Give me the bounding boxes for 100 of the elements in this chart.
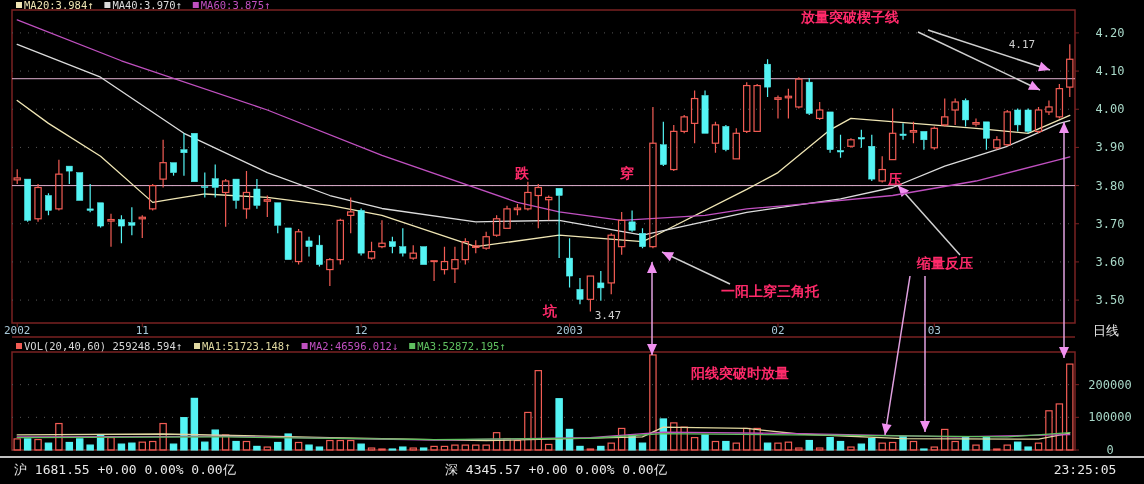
- x-tick-label: 2002: [3, 324, 31, 337]
- bar: [1034, 442, 1043, 451]
- bar: [399, 446, 407, 451]
- text: 沪 1681.55 +0.00 0.00% 0.00亿: [14, 462, 236, 477]
- bar: [513, 439, 522, 451]
- candlestick: [180, 132, 188, 177]
- bar: [909, 440, 918, 451]
- candlestick: [326, 257, 334, 287]
- bar: [701, 434, 709, 451]
- bar: [836, 440, 845, 451]
- bar: [253, 445, 261, 451]
- y-tick-label: 200000: [1088, 377, 1132, 392]
- bar: [930, 446, 939, 451]
- bar: [34, 438, 42, 451]
- x-tick-label: 12: [354, 324, 368, 337]
- bar: [409, 447, 417, 451]
- candlestick: [690, 89, 699, 144]
- bar: [357, 443, 365, 451]
- bar: [524, 411, 532, 451]
- annotation: 一阳上穿三角托: [721, 283, 820, 299]
- bar: [534, 370, 543, 451]
- candlestick: [305, 236, 313, 258]
- bar: [607, 442, 615, 451]
- candlestick: [221, 178, 230, 228]
- bar: [1066, 363, 1074, 451]
- candlestick: [440, 246, 449, 276]
- bar: [451, 444, 459, 451]
- bar: [711, 440, 720, 451]
- bar: [461, 444, 470, 451]
- bar: [65, 441, 74, 451]
- legend-label: MA40:3.970↑: [112, 0, 182, 11]
- ref-line-label: 缩量反压: [916, 255, 973, 271]
- candlestick: [837, 134, 844, 159]
- bar: [221, 434, 230, 451]
- bar: [576, 445, 584, 451]
- candlestick: [128, 206, 136, 236]
- bar: [1045, 410, 1053, 451]
- candlestick: [941, 97, 949, 128]
- candlestick: [55, 159, 63, 211]
- bar: [847, 446, 855, 451]
- bar: [690, 436, 699, 451]
- text: 深 4345.57 +0.00 0.00% 0.00亿: [445, 462, 667, 477]
- bar: [722, 440, 730, 451]
- annotation: 放量突破楔子线: [800, 9, 899, 25]
- bar: [367, 447, 376, 451]
- bar: [472, 444, 480, 451]
- bar: [76, 438, 84, 451]
- y-tick-label: 3.60: [1095, 254, 1125, 269]
- candlestick: [159, 139, 167, 189]
- candlestick: [628, 209, 636, 233]
- bar: [315, 446, 324, 451]
- bar: [1013, 441, 1022, 451]
- legend-label: MA20:3.984↑: [24, 0, 94, 11]
- bar: [899, 435, 907, 451]
- bar: [138, 441, 146, 451]
- candlestick: [972, 117, 980, 128]
- candlestick: [253, 178, 261, 210]
- x-tick-label: 2003: [556, 324, 583, 337]
- bar: [107, 436, 115, 451]
- candlestick: [399, 227, 407, 258]
- y-tick-label: 100000: [1088, 410, 1132, 425]
- x-tick-label: 11: [135, 324, 149, 337]
- candlestick: [346, 196, 355, 234]
- annotation: 压: [887, 171, 902, 187]
- bar: [148, 440, 157, 451]
- candlestick: [888, 107, 897, 161]
- annotation: 跌: [514, 165, 530, 181]
- legend-label: MA60:3.875↑: [200, 0, 271, 11]
- candlestick: [847, 137, 855, 149]
- candlestick: [420, 246, 428, 265]
- candlestick: [430, 260, 438, 282]
- bar: [586, 448, 595, 451]
- bar: [753, 427, 761, 451]
- bar: [805, 439, 813, 451]
- candlestick: [451, 246, 459, 284]
- candlestick: [701, 89, 709, 134]
- y-tick-label: 0: [1106, 443, 1114, 457]
- bar: [1024, 446, 1032, 451]
- bar: [440, 445, 449, 451]
- candlestick: [826, 111, 834, 154]
- bar: [826, 436, 834, 451]
- bar: [555, 398, 563, 451]
- legend-label: MA1:51723.148↑: [202, 340, 291, 352]
- annotation: 坑: [542, 303, 557, 319]
- bar: [732, 442, 741, 451]
- candlestick: [201, 172, 209, 199]
- bar: [169, 443, 178, 451]
- y-tick-label: 3.50: [1095, 293, 1125, 308]
- bar: [274, 441, 282, 451]
- candlestick: [566, 237, 573, 289]
- bar: [742, 427, 751, 451]
- text: 日线: [1093, 323, 1119, 338]
- candlestick: [191, 133, 198, 183]
- bar: [1055, 403, 1064, 451]
- annotation: 3.47: [594, 309, 622, 322]
- candlestick: [753, 83, 761, 132]
- bar: [13, 438, 21, 451]
- candlestick: [951, 97, 959, 126]
- bar: [638, 442, 647, 451]
- candlestick: [378, 219, 386, 249]
